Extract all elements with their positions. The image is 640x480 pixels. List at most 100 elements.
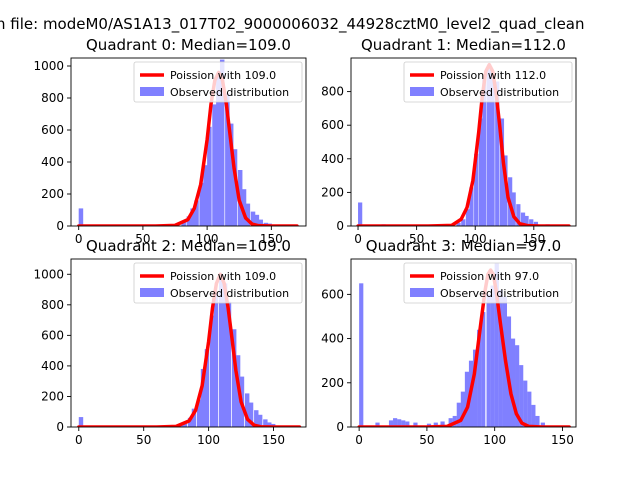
histogram-bar [248, 402, 254, 427]
legend-bar-swatch [140, 288, 164, 297]
histogram-bar [191, 408, 197, 427]
histogram-bar [203, 165, 208, 226]
histogram-bar [244, 393, 250, 427]
histogram-bar [472, 349, 478, 427]
histogram-bar [477, 329, 482, 427]
legend-label: Observed distribution [440, 287, 559, 300]
histogram-bar [194, 200, 199, 226]
histogram-bar [187, 417, 193, 427]
y-tick-label: 400 [321, 332, 344, 346]
histogram-bar [186, 216, 192, 226]
histogram-bar [490, 74, 495, 226]
histogram-bar [213, 292, 219, 427]
histogram-bar [490, 285, 495, 427]
x-tick-label: 150 [522, 232, 545, 246]
x-tick-label: 100 [197, 433, 220, 447]
histogram-bar [219, 59, 225, 226]
histogram-bar [464, 371, 470, 427]
legend-bar-swatch [410, 87, 434, 96]
histogram-bar [440, 421, 445, 427]
histogram-bar [209, 315, 215, 427]
histogram-bar [486, 64, 492, 226]
histogram-bar [486, 294, 491, 427]
histogram-bar [190, 208, 195, 226]
x-tick-label: 150 [262, 433, 285, 447]
histogram-bar [511, 192, 516, 226]
x-tick-label: 150 [551, 433, 574, 447]
y-tick-label: 800 [321, 85, 344, 99]
axes-frame [70, 57, 307, 227]
legend-box [403, 61, 573, 103]
y-tick-label: 600 [321, 287, 344, 301]
figure-suptitle: n file: modeM0/AS1A13_017T02_9000006032_… [0, 15, 585, 34]
histogram-bar [535, 415, 540, 427]
histogram-bar [228, 123, 234, 226]
histogram-bar [519, 365, 524, 427]
histogram-bar [388, 420, 394, 427]
histogram-bar [494, 263, 499, 427]
legend-bar-swatch [140, 87, 164, 96]
histogram-bar [263, 419, 268, 427]
histogram-bar [254, 410, 259, 427]
histogram-bar [397, 419, 402, 427]
histogram-bar [510, 338, 516, 427]
histogram-bar [478, 118, 483, 226]
x-tick-label: 50 [419, 433, 434, 447]
histogram-bar [254, 214, 260, 226]
y-tick-label: 0 [336, 420, 344, 434]
histogram-bar [225, 93, 230, 226]
histogram-bar [181, 221, 186, 226]
y-tick-label: 0 [56, 219, 64, 233]
histogram-bar [498, 289, 503, 427]
histogram-bar [200, 368, 206, 427]
y-tick-label: 600 [41, 123, 64, 137]
histogram-bar [465, 209, 471, 226]
subplot-title: Quadrant 0: Median=109.0 [86, 36, 291, 54]
x-tick-label: 100 [464, 232, 487, 246]
histogram-bar [245, 203, 251, 226]
legend-label: Observed distribution [440, 86, 559, 99]
histogram-bar [460, 391, 465, 427]
histogram-bar [433, 422, 438, 427]
y-tick-label: 1000 [33, 59, 64, 73]
histogram-bar [520, 212, 526, 226]
histogram-bar [413, 422, 418, 427]
subplot-3: 0 50 100 150 0 200 400 600 Quadrant 3: Median=97… [321, 237, 577, 447]
histogram-bar [448, 418, 453, 427]
histogram-bar [231, 329, 237, 427]
legend-bar-swatch [410, 288, 434, 297]
histogram-bar [226, 301, 232, 427]
histogram-bar [524, 215, 529, 226]
legend-box [133, 61, 303, 103]
histogram-bar [529, 219, 534, 226]
histogram-bar [267, 422, 272, 427]
histogram-bar [456, 402, 461, 427]
legend-label: Poission with 109.0 [170, 270, 276, 283]
x-tick-label: 0 [75, 232, 83, 246]
histogram-bar [222, 283, 228, 427]
histogram-bar [482, 78, 487, 226]
histogram-bar [401, 420, 406, 427]
histogram-bar [216, 75, 221, 226]
axes-frame [350, 258, 577, 428]
histogram-bar [469, 187, 474, 226]
histogram-bar [540, 422, 545, 427]
histogram-bar [375, 422, 380, 427]
y-tick-label: 800 [41, 91, 64, 105]
subplot-title: Quadrant 1: Median=112.0 [361, 36, 566, 54]
histogram-bar [499, 118, 505, 226]
histogram-bar [516, 204, 521, 226]
y-tick-label: 1000 [33, 267, 64, 281]
legend-label: Observed distribution [170, 86, 289, 99]
x-tick-label: 0 [354, 232, 362, 246]
histogram-bar [78, 208, 84, 226]
histogram-bar [250, 211, 256, 226]
legend-box [403, 262, 573, 304]
subplot-1: 0 50 100 150 0 200 400 600 800 Quadrant 1: Median… [321, 36, 577, 246]
y-tick-label: 200 [41, 389, 64, 403]
histogram-bar [523, 380, 528, 427]
histogram-bar [405, 421, 410, 427]
axes-frame [70, 258, 307, 428]
